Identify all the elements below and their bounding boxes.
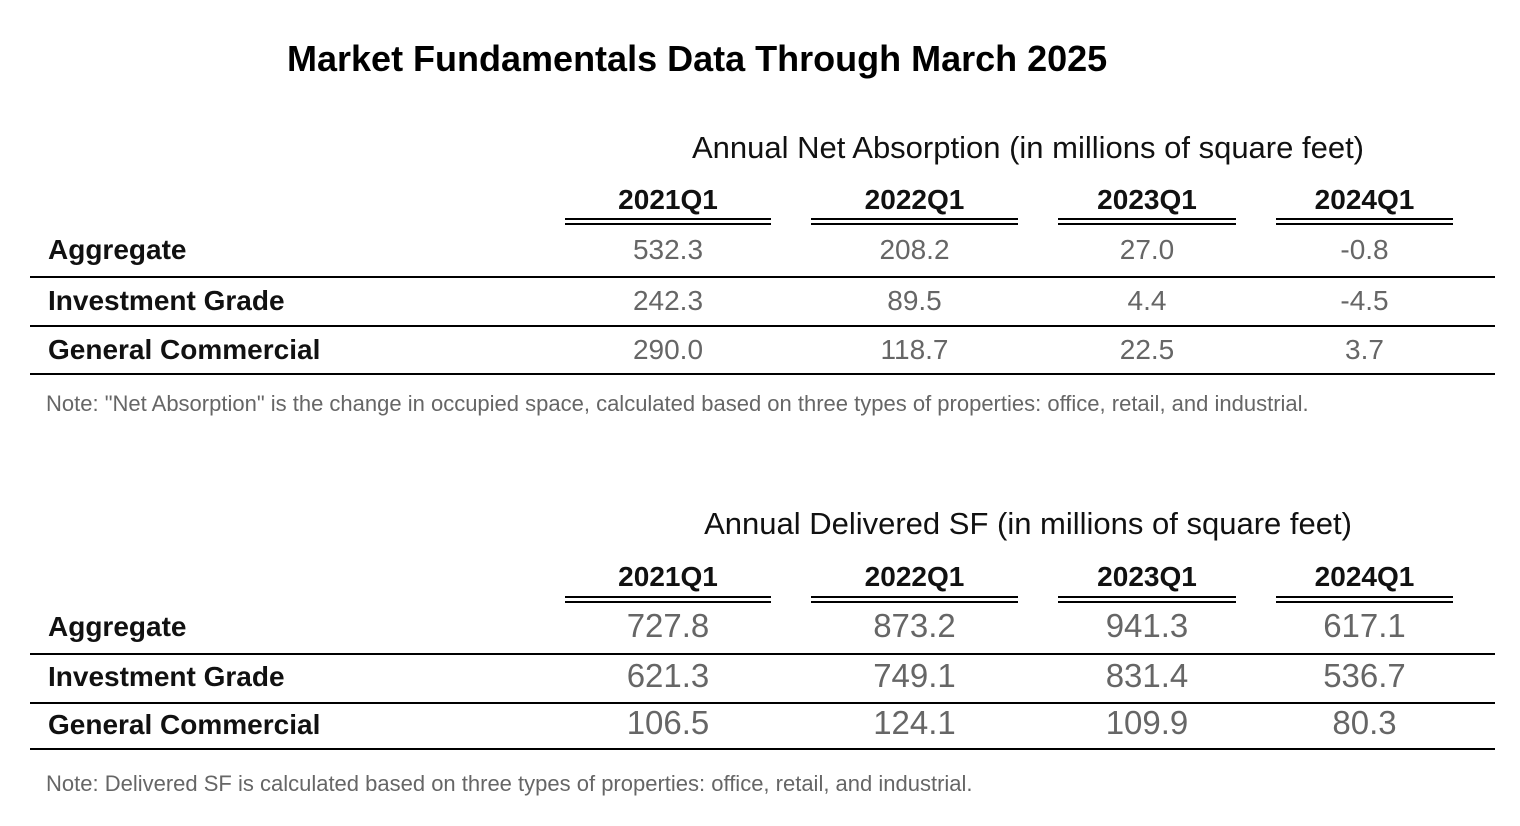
header-underline <box>565 218 771 225</box>
table-cell: 727.8 <box>626 607 710 644</box>
table-cell: 80.3 <box>1332 704 1397 741</box>
column-header: 2024Q1 <box>1314 184 1415 215</box>
row-divider <box>30 276 1495 278</box>
page-title: Market Fundamentals Data Through March 2… <box>287 38 1108 79</box>
table-cell: 831.4 <box>1105 657 1189 694</box>
row-divider <box>30 653 1495 655</box>
header-underline <box>811 596 1018 603</box>
table-cell: 873.2 <box>873 607 956 644</box>
row-label: Investment Grade <box>48 285 285 316</box>
header-underline <box>1276 218 1453 225</box>
column-header: 2023Q1 <box>1097 561 1197 592</box>
table-cell: 621.3 <box>626 657 710 694</box>
table-heading: Annual Net Absorption (in millions of sq… <box>691 130 1365 165</box>
table-cell: 536.7 <box>1323 657 1406 694</box>
table-cell: 208.2 <box>879 234 950 265</box>
table-cell: 89.5 <box>887 285 942 316</box>
header-underline <box>1058 596 1236 603</box>
table-bottom-rule <box>30 373 1495 375</box>
table-cell: 118.7 <box>880 334 949 365</box>
table-cell: 941.3 <box>1105 607 1189 644</box>
table-cell: 290.0 <box>632 334 704 365</box>
table-cell: 27.0 <box>1119 234 1175 265</box>
column-header: 2023Q1 <box>1097 184 1197 215</box>
table-note: Note: "Net Absorption" is the change in … <box>46 391 1309 416</box>
table-cell: 106.5 <box>626 704 710 741</box>
column-header: 2021Q1 <box>618 561 718 592</box>
table-bottom-rule <box>30 748 1495 750</box>
column-header: 2022Q1 <box>864 561 965 592</box>
table-cell: 124.1 <box>873 704 956 741</box>
column-header: 2024Q1 <box>1314 561 1415 592</box>
row-divider <box>30 702 1495 704</box>
row-label: Aggregate <box>48 611 187 642</box>
header-underline <box>811 218 1018 225</box>
header-underline <box>1276 596 1453 603</box>
table-note: Note: Delivered SF is calculated based o… <box>46 771 973 796</box>
header-underline <box>1058 218 1236 225</box>
column-header: 2021Q1 <box>618 184 718 215</box>
row-label: Investment Grade <box>48 661 285 692</box>
table-cell: 532.3 <box>632 234 704 265</box>
header-underline <box>565 596 771 603</box>
row-label: Aggregate <box>48 234 187 265</box>
row-label: General Commercial <box>48 334 321 365</box>
table-cell: -4.5 <box>1340 285 1389 316</box>
table-cell: 22.5 <box>1119 334 1175 365</box>
table-heading: Annual Delivered SF (in millions of squa… <box>704 506 1352 541</box>
row-divider <box>30 325 1495 327</box>
table-cell: 749.1 <box>873 657 956 694</box>
table-cell: 109.9 <box>1105 704 1189 741</box>
table-cell: 3.7 <box>1345 334 1384 365</box>
column-header: 2022Q1 <box>864 184 965 215</box>
row-label: General Commercial <box>48 709 321 740</box>
table-cell: 4.4 <box>1127 285 1167 316</box>
table-cell: -0.8 <box>1340 234 1389 265</box>
table-cell: 242.3 <box>632 285 704 316</box>
table-cell: 617.1 <box>1323 607 1406 644</box>
